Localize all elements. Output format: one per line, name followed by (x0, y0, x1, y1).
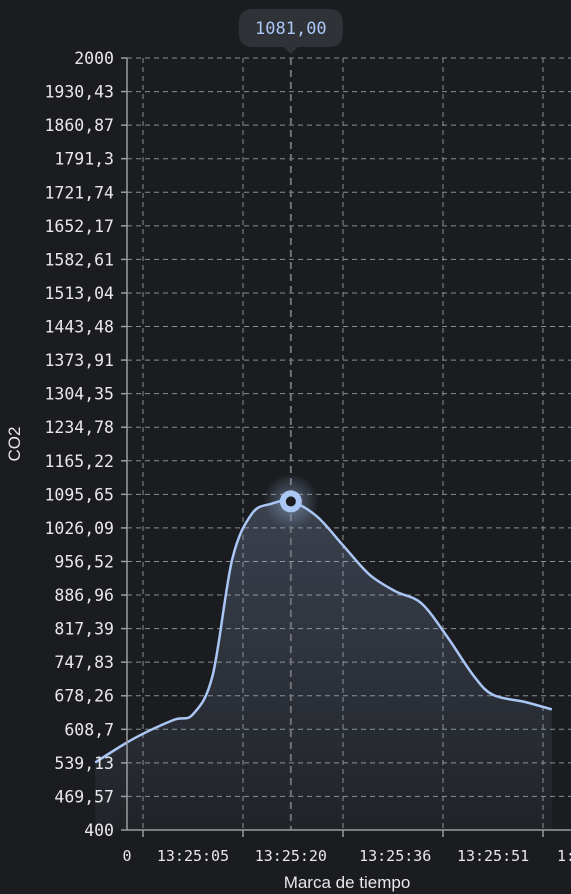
tooltip-value: 1081,00 (255, 19, 327, 39)
y-tick-label: 678,26 (54, 687, 114, 706)
y-tick-label: 1373,91 (44, 351, 114, 370)
y-tick-label: 747,83 (54, 653, 114, 672)
highlight-point-core (285, 496, 296, 507)
highlight-marker[interactable] (262, 473, 319, 530)
x-axis-title: Marca de tiempo (284, 873, 411, 892)
y-tick-label: 1304,35 (44, 385, 114, 404)
y-tick-label: 1165,22 (44, 452, 114, 471)
y-tick-label: 1860,87 (44, 116, 114, 135)
y-tick-label: 817,39 (54, 620, 114, 639)
y-tick-label: 1026,09 (44, 519, 114, 538)
tooltip-bubble (238, 9, 343, 54)
y-tick-label: 886,96 (54, 586, 114, 605)
y-tick-label: 539,13 (54, 754, 114, 773)
y-tick-label: 608,7 (64, 720, 114, 739)
y-tick-label: 2000 (74, 49, 114, 68)
x-tick-label: 1: (557, 847, 571, 865)
x-tick-label: 0 (122, 847, 131, 865)
y-tick-label: 469,57 (54, 787, 114, 806)
x-tick-label: 13:25:20 (255, 847, 327, 865)
y-axis-ticks: 400 469,57 539,13 608,7 678,26 747,83 817,39 88… (44, 49, 127, 840)
y-tick-label: 1443,48 (44, 318, 114, 337)
x-axis-ticks: 13:25:05 13:25:20 13:25:36 13:25:51 0 1: (122, 830, 571, 865)
series-area (95, 500, 552, 830)
y-tick-label: 1721,74 (44, 183, 114, 202)
y-tick-label: 400 (84, 821, 114, 840)
x-tick-label: 13:25:36 (359, 847, 431, 865)
y-axis-title: CO2 (5, 427, 24, 462)
y-tick-label: 1652,17 (44, 217, 114, 236)
y-tick-label: 1791,3 (54, 150, 114, 169)
y-tick-label: 1930,43 (44, 83, 114, 102)
value-tooltip: 1081,00 (238, 9, 343, 54)
x-tick-label: 13:25:51 (457, 847, 529, 865)
y-tick-label: 1234,78 (44, 418, 114, 437)
y-tick-label: 1582,61 (44, 250, 114, 269)
x-tick-label: 13:25:05 (157, 847, 229, 865)
y-tick-label: 956,52 (54, 552, 114, 571)
y-tick-label: 1095,65 (44, 485, 114, 504)
y-tick-label: 1513,04 (44, 284, 114, 303)
